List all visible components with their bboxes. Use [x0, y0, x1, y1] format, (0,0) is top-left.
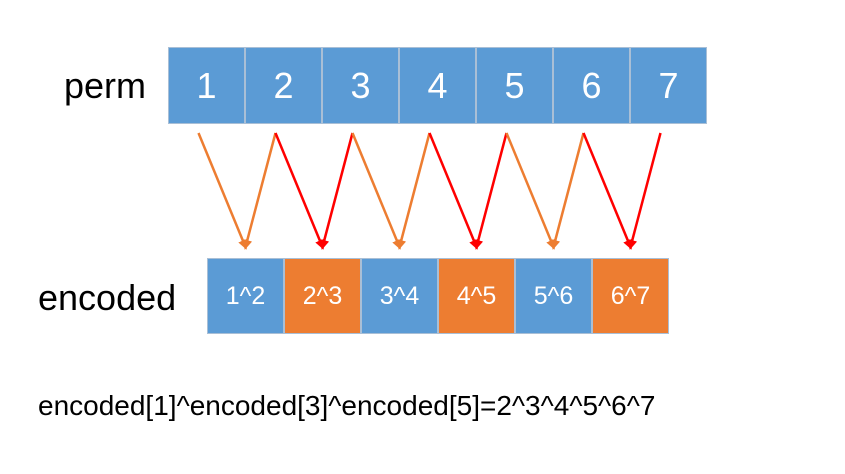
xor-arrow — [396, 132, 431, 250]
xor-arrow — [319, 132, 354, 250]
encoded-cell: 4^5 — [438, 258, 515, 334]
encoded-array: 1^2 2^3 3^4 4^5 5^6 6^7 — [207, 258, 669, 334]
xor-arrow — [274, 132, 325, 250]
encoded-cell: 3^4 — [361, 258, 438, 334]
perm-cell: 6 — [553, 47, 630, 124]
perm-cell: 4 — [399, 47, 476, 124]
encoded-cell: 6^7 — [592, 258, 669, 334]
xor-arrow — [197, 132, 248, 250]
xor-arrow — [582, 132, 633, 250]
formula-text: encoded[1]^encoded[3]^encoded[5]=2^3^4^5… — [38, 390, 656, 421]
xor-arrow — [242, 132, 277, 250]
encoded-label: encoded — [38, 277, 177, 318]
encoded-cell: 1^2 — [207, 258, 284, 334]
perm-cell: 5 — [476, 47, 553, 124]
xor-arrow — [351, 132, 402, 250]
encoded-cell: 2^3 — [284, 258, 361, 334]
xor-arrow — [505, 132, 556, 250]
xor-arrow — [627, 132, 662, 250]
perm-label: perm — [64, 65, 147, 106]
perm-cell: 2 — [245, 47, 322, 124]
encoded-cell: 5^6 — [515, 258, 592, 334]
perm-cell: 1 — [168, 47, 245, 124]
perm-cell: 7 — [630, 47, 707, 124]
xor-arrow — [473, 132, 508, 250]
xor-arrow — [428, 132, 479, 250]
perm-cell: 3 — [322, 47, 399, 124]
xor-arrow — [550, 132, 585, 250]
